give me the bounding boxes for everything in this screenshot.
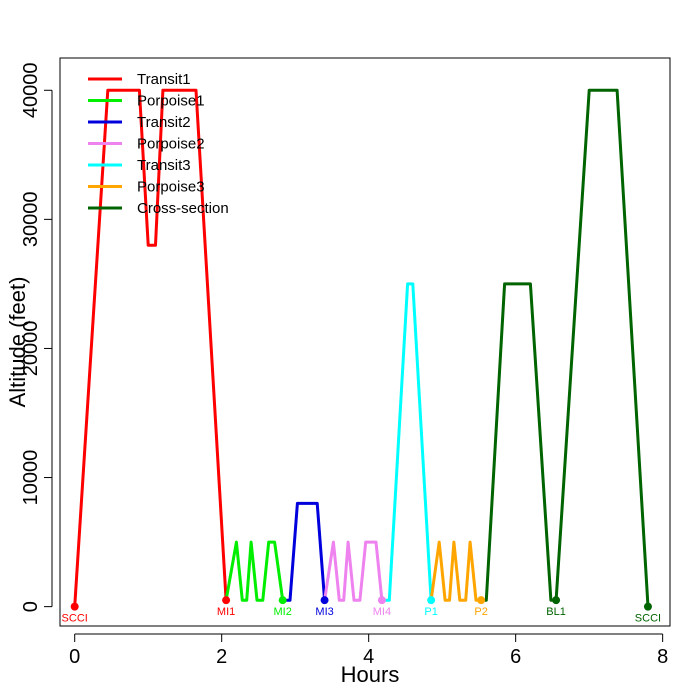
series-line-transit2	[282, 501, 327, 602]
waypoint-label: SCCI	[62, 613, 88, 625]
waypoint-label: SCCI	[635, 613, 661, 625]
y-tick-label: 10000	[20, 450, 42, 506]
x-axis-title: Hours	[341, 662, 400, 687]
y-axis: 0 10000 20000 30000 40000	[20, 62, 53, 612]
plot-frame	[59, 57, 671, 627]
series-line-porpoise3	[429, 540, 482, 602]
series-line-porpoise2	[323, 540, 384, 602]
waypoint-label: BL1	[546, 606, 566, 618]
waypoint-marker	[222, 596, 231, 605]
waypoint-label: MI2	[274, 606, 292, 618]
waypoint-marker	[278, 596, 287, 605]
waypoint-marker	[377, 596, 386, 605]
y-axis-title: Altitude (feet)	[5, 277, 30, 408]
x-tick-label: 4	[363, 646, 374, 668]
legend-label: Porpoise2	[137, 136, 205, 153]
series-layer	[73, 88, 650, 607]
waypoint-label: MI4	[373, 606, 391, 618]
waypoint-marker	[70, 602, 79, 611]
waypoint-label: MI1	[217, 606, 235, 618]
legend-label: Porpoise3	[137, 179, 205, 196]
series-line-transit3	[381, 282, 433, 602]
x-tick-label: 6	[510, 646, 521, 668]
x-tick-label: 2	[216, 646, 227, 668]
legend: Transit1 Porpoise1 Transit2 Porpoise2 Transi…	[88, 71, 229, 217]
waypoint-marker	[477, 596, 486, 605]
series-line-cross-section	[481, 88, 650, 607]
y-tick-label: 30000	[20, 192, 42, 248]
x-tick-label: 8	[657, 646, 668, 668]
legend-label: Transit1	[137, 71, 191, 88]
waypoint-marker	[427, 596, 436, 605]
y-tick-label: 40000	[20, 62, 42, 118]
waypoint-label: P2	[474, 606, 487, 618]
legend-label: Transit2	[137, 114, 191, 131]
waypoint-label: P1	[424, 606, 437, 618]
x-tick-label: 0	[69, 646, 80, 668]
y-tick-label: 0	[20, 601, 42, 612]
waypoint-marker	[552, 596, 561, 605]
waypoint-marker	[643, 602, 652, 611]
series-line-porpoise1	[224, 540, 285, 602]
series-line-transit1	[73, 88, 228, 607]
waypoint-layer: SCCI MI1 MI2 MI3 MI4 P1 P2 BL1 SCCI	[62, 596, 661, 625]
y-tick-label: 20000	[20, 321, 42, 377]
waypoint-marker	[320, 596, 329, 605]
waypoint-label: MI3	[315, 606, 333, 618]
legend-label: Porpoise1	[137, 93, 205, 110]
legend-label: Cross-section	[137, 200, 229, 217]
x-axis: 0 2 4 6 8	[69, 633, 668, 668]
legend-label: Transit3	[137, 157, 191, 174]
